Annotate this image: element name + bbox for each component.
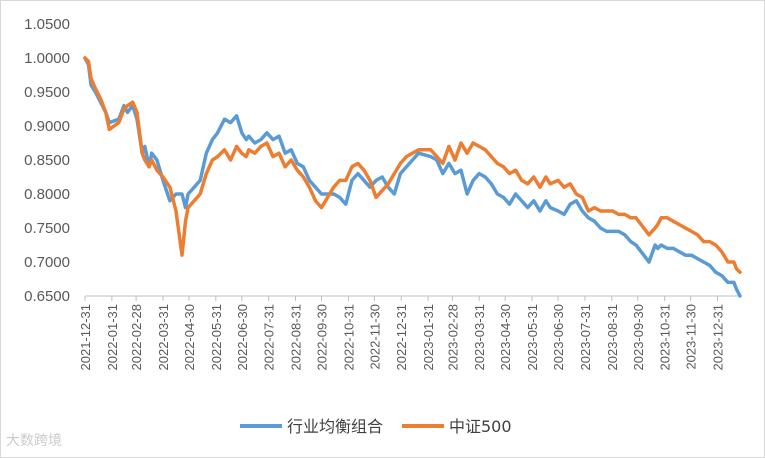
legend: 行业均衡组合 中证500 [240,417,512,436]
x-tick-label: 2023-08-31 [605,304,620,371]
y-tick-label: 1.0500 [24,16,70,33]
x-tick-label: 2023-10-31 [658,304,673,371]
series-line-2 [83,56,742,274]
x-tick-label: 2023-06-30 [551,304,566,371]
x-tick-label: 2023-03-31 [472,304,487,371]
legend-label-2: 中证500 [449,417,512,436]
x-tick-label: 2023-01-31 [421,304,436,371]
x-tick-label: 2022-09-30 [315,304,330,371]
y-tick-label: 0.6500 [24,288,70,305]
x-axis: 2021-12-31 2022-01-31 2022-02-28 2022-03-31… [78,295,740,371]
x-tick-label: 2022-07-31 [262,304,277,371]
series-line-1 [83,56,742,298]
y-tick-label: 0.8500 [24,152,70,169]
y-tick-label: 0.9500 [24,84,70,101]
x-tick-label: 2022-08-31 [289,304,304,371]
x-tick-label: 2022-01-31 [105,304,120,371]
x-tick-label: 2022-11-30 [367,304,382,370]
x-tick-label: 2023-12-31 [710,304,725,371]
y-tick-label: 0.7500 [24,220,70,237]
x-tick-label: 2023-04-30 [498,304,513,371]
y-tick-label: 0.7000 [24,254,70,271]
x-tick-label: 2023-05-31 [525,304,540,371]
y-tick-label: 1.0000 [24,50,70,67]
y-axis: 1.0500 1.0000 0.9500 0.9000 0.8500 0.8000 0.75… [24,16,70,305]
x-tick-label: 2022-12-31 [394,304,409,371]
x-tick-label: 2022-02-28 [129,304,144,371]
x-tick-label: 2022-10-31 [341,304,356,371]
x-tick-label: 2022-03-31 [156,304,171,371]
x-tick-label: 2023-07-31 [578,304,593,371]
x-tick-label: 2023-02-28 [445,304,460,371]
watermark: 大数跨境 [6,433,62,449]
y-tick-label: 0.9000 [24,118,70,135]
series-layer [83,56,742,298]
x-tick-label: 2021-12-31 [78,304,93,371]
x-tick-label: 2022-04-30 [182,304,197,371]
legend-label-1: 行业均衡组合 [287,417,383,436]
x-tick-label: 2023-11-30 [684,304,699,370]
x-tick-label: 2022-06-30 [235,304,250,371]
x-tick-label: 2022-05-31 [209,304,224,371]
x-tick-label: 2023-09-30 [631,304,646,371]
y-tick-label: 0.8000 [24,186,70,203]
